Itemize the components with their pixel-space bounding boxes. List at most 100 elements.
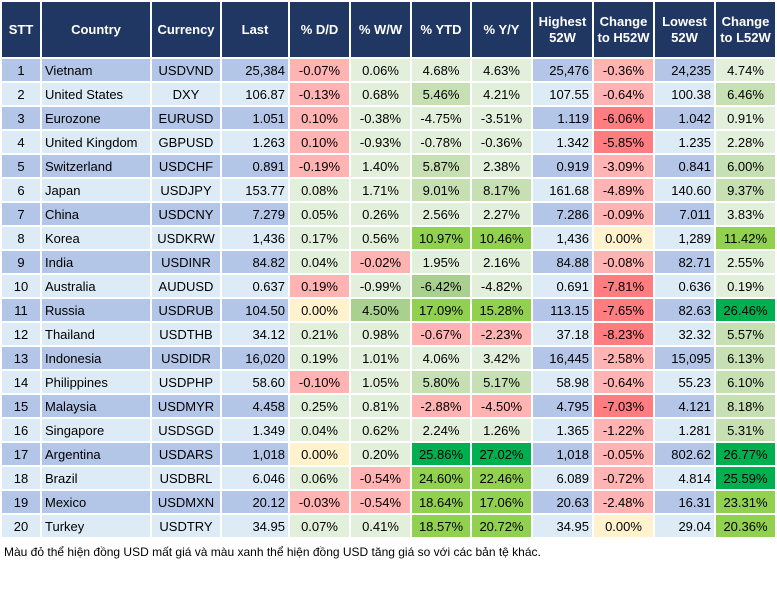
- cell-l52: 15,095: [653, 345, 716, 371]
- cell-last: 104.50: [220, 297, 290, 323]
- cell-country: Korea: [40, 225, 152, 251]
- cell-country: India: [40, 249, 152, 275]
- cell-currency: USDIDR: [150, 345, 222, 371]
- cell-ww: -0.99%: [349, 273, 412, 299]
- cell-h52: 84.88: [531, 249, 594, 275]
- cell-currency: USDTHB: [150, 321, 222, 347]
- cell-ytd: -0.78%: [410, 129, 472, 155]
- cell-ytd: -0.67%: [410, 321, 472, 347]
- cell-stt: 11: [0, 297, 42, 323]
- cell-l52: 1.281: [653, 417, 716, 443]
- cell-ch: -4.89%: [592, 177, 655, 203]
- cell-stt: 7: [0, 201, 42, 227]
- cell-last: 7.279: [220, 201, 290, 227]
- cell-dd: -0.10%: [288, 369, 351, 395]
- cell-stt: 13: [0, 345, 42, 371]
- cell-yy: 2.16%: [470, 249, 533, 275]
- table-row: 16 Singapore USDSGD 1.349 0.04% 0.62% 2.24% 1.2…: [0, 417, 777, 443]
- cell-ch: -2.48%: [592, 489, 655, 515]
- cell-currency: USDCHF: [150, 153, 222, 179]
- cell-stt: 17: [0, 441, 42, 467]
- cell-yy: 4.21%: [470, 81, 533, 107]
- cell-country: Philippines: [40, 369, 152, 395]
- cell-dd: 0.10%: [288, 105, 351, 131]
- cell-currency: USDARS: [150, 441, 222, 467]
- cell-dd: -0.19%: [288, 153, 351, 179]
- cell-currency: USDPHP: [150, 369, 222, 395]
- cell-cl: 8.18%: [714, 393, 777, 419]
- cell-cl: 11.42%: [714, 225, 777, 251]
- table-row: 5 Switzerland USDCHF 0.891 -0.19% 1.40% 5.87% 2…: [0, 153, 777, 179]
- cell-ytd: 18.57%: [410, 513, 472, 539]
- cell-l52: 7.011: [653, 201, 716, 227]
- cell-ch: -0.05%: [592, 441, 655, 467]
- cell-country: Russia: [40, 297, 152, 323]
- cell-last: 106.87: [220, 81, 290, 107]
- header-last: Last: [220, 0, 290, 59]
- cell-h52: 4.795: [531, 393, 594, 419]
- cell-ytd: 18.64%: [410, 489, 472, 515]
- cell-stt: 20: [0, 513, 42, 539]
- cell-ch: -0.08%: [592, 249, 655, 275]
- table-row: 14 Philippines USDPHP 58.60 -0.10% 1.05% 5.80%…: [0, 369, 777, 395]
- cell-l52: 1,289: [653, 225, 716, 251]
- header-dd: % D/D: [288, 0, 351, 59]
- cell-dd: 0.10%: [288, 129, 351, 155]
- cell-stt: 6: [0, 177, 42, 203]
- cell-cl: 2.55%: [714, 249, 777, 275]
- cell-dd: 0.25%: [288, 393, 351, 419]
- cell-h52: 58.98: [531, 369, 594, 395]
- cell-cl: 0.91%: [714, 105, 777, 131]
- table-row: 12 Thailand USDTHB 34.12 0.21% 0.98% -0.67% -2.…: [0, 321, 777, 347]
- cell-stt: 18: [0, 465, 42, 491]
- cell-yy: -3.51%: [470, 105, 533, 131]
- cell-l52: 16.31: [653, 489, 716, 515]
- header-country: Country: [40, 0, 152, 59]
- cell-cl: 25.59%: [714, 465, 777, 491]
- cell-dd: 0.00%: [288, 441, 351, 467]
- cell-l52: 32.32: [653, 321, 716, 347]
- cell-ch: 0.00%: [592, 513, 655, 539]
- cell-last: 1,018: [220, 441, 290, 467]
- cell-h52: 1,436: [531, 225, 594, 251]
- cell-stt: 2: [0, 81, 42, 107]
- cell-ch: -0.09%: [592, 201, 655, 227]
- cell-ch: -1.22%: [592, 417, 655, 443]
- cell-dd: 0.19%: [288, 273, 351, 299]
- cell-l52: 0.841: [653, 153, 716, 179]
- cell-yy: 27.02%: [470, 441, 533, 467]
- header-h52: Highest 52W: [531, 0, 594, 59]
- cell-ch: -0.36%: [592, 57, 655, 83]
- cell-dd: 0.21%: [288, 321, 351, 347]
- cell-ww: -0.54%: [349, 465, 412, 491]
- header-ww: % W/W: [349, 0, 412, 59]
- cell-yy: 20.72%: [470, 513, 533, 539]
- cell-stt: 8: [0, 225, 42, 251]
- cell-ytd: -6.42%: [410, 273, 472, 299]
- cell-ch: -2.58%: [592, 345, 655, 371]
- cell-ytd: 5.80%: [410, 369, 472, 395]
- cell-cl: 0.19%: [714, 273, 777, 299]
- cell-ww: 0.20%: [349, 441, 412, 467]
- cell-l52: 29.04: [653, 513, 716, 539]
- cell-dd: 0.07%: [288, 513, 351, 539]
- cell-ww: -0.54%: [349, 489, 412, 515]
- cell-l52: 0.636: [653, 273, 716, 299]
- cell-last: 0.637: [220, 273, 290, 299]
- cell-currency: USDKRW: [150, 225, 222, 251]
- cell-l52: 4.814: [653, 465, 716, 491]
- cell-ytd: 9.01%: [410, 177, 472, 203]
- cell-ww: 0.56%: [349, 225, 412, 251]
- cell-ch: -5.85%: [592, 129, 655, 155]
- cell-dd: 0.05%: [288, 201, 351, 227]
- cell-h52: 16,445: [531, 345, 594, 371]
- cell-ytd: 5.46%: [410, 81, 472, 107]
- cell-l52: 55.23: [653, 369, 716, 395]
- cell-h52: 0.919: [531, 153, 594, 179]
- cell-country: Singapore: [40, 417, 152, 443]
- table-row: 2 United States DXY 106.87 -0.13% 0.68% 5.46% 4…: [0, 81, 777, 107]
- cell-country: Mexico: [40, 489, 152, 515]
- cell-ch: -7.81%: [592, 273, 655, 299]
- table-row: 19 Mexico USDMXN 20.12 -0.03% -0.54% 18.64% 17.…: [0, 489, 777, 515]
- cell-h52: 1.119: [531, 105, 594, 131]
